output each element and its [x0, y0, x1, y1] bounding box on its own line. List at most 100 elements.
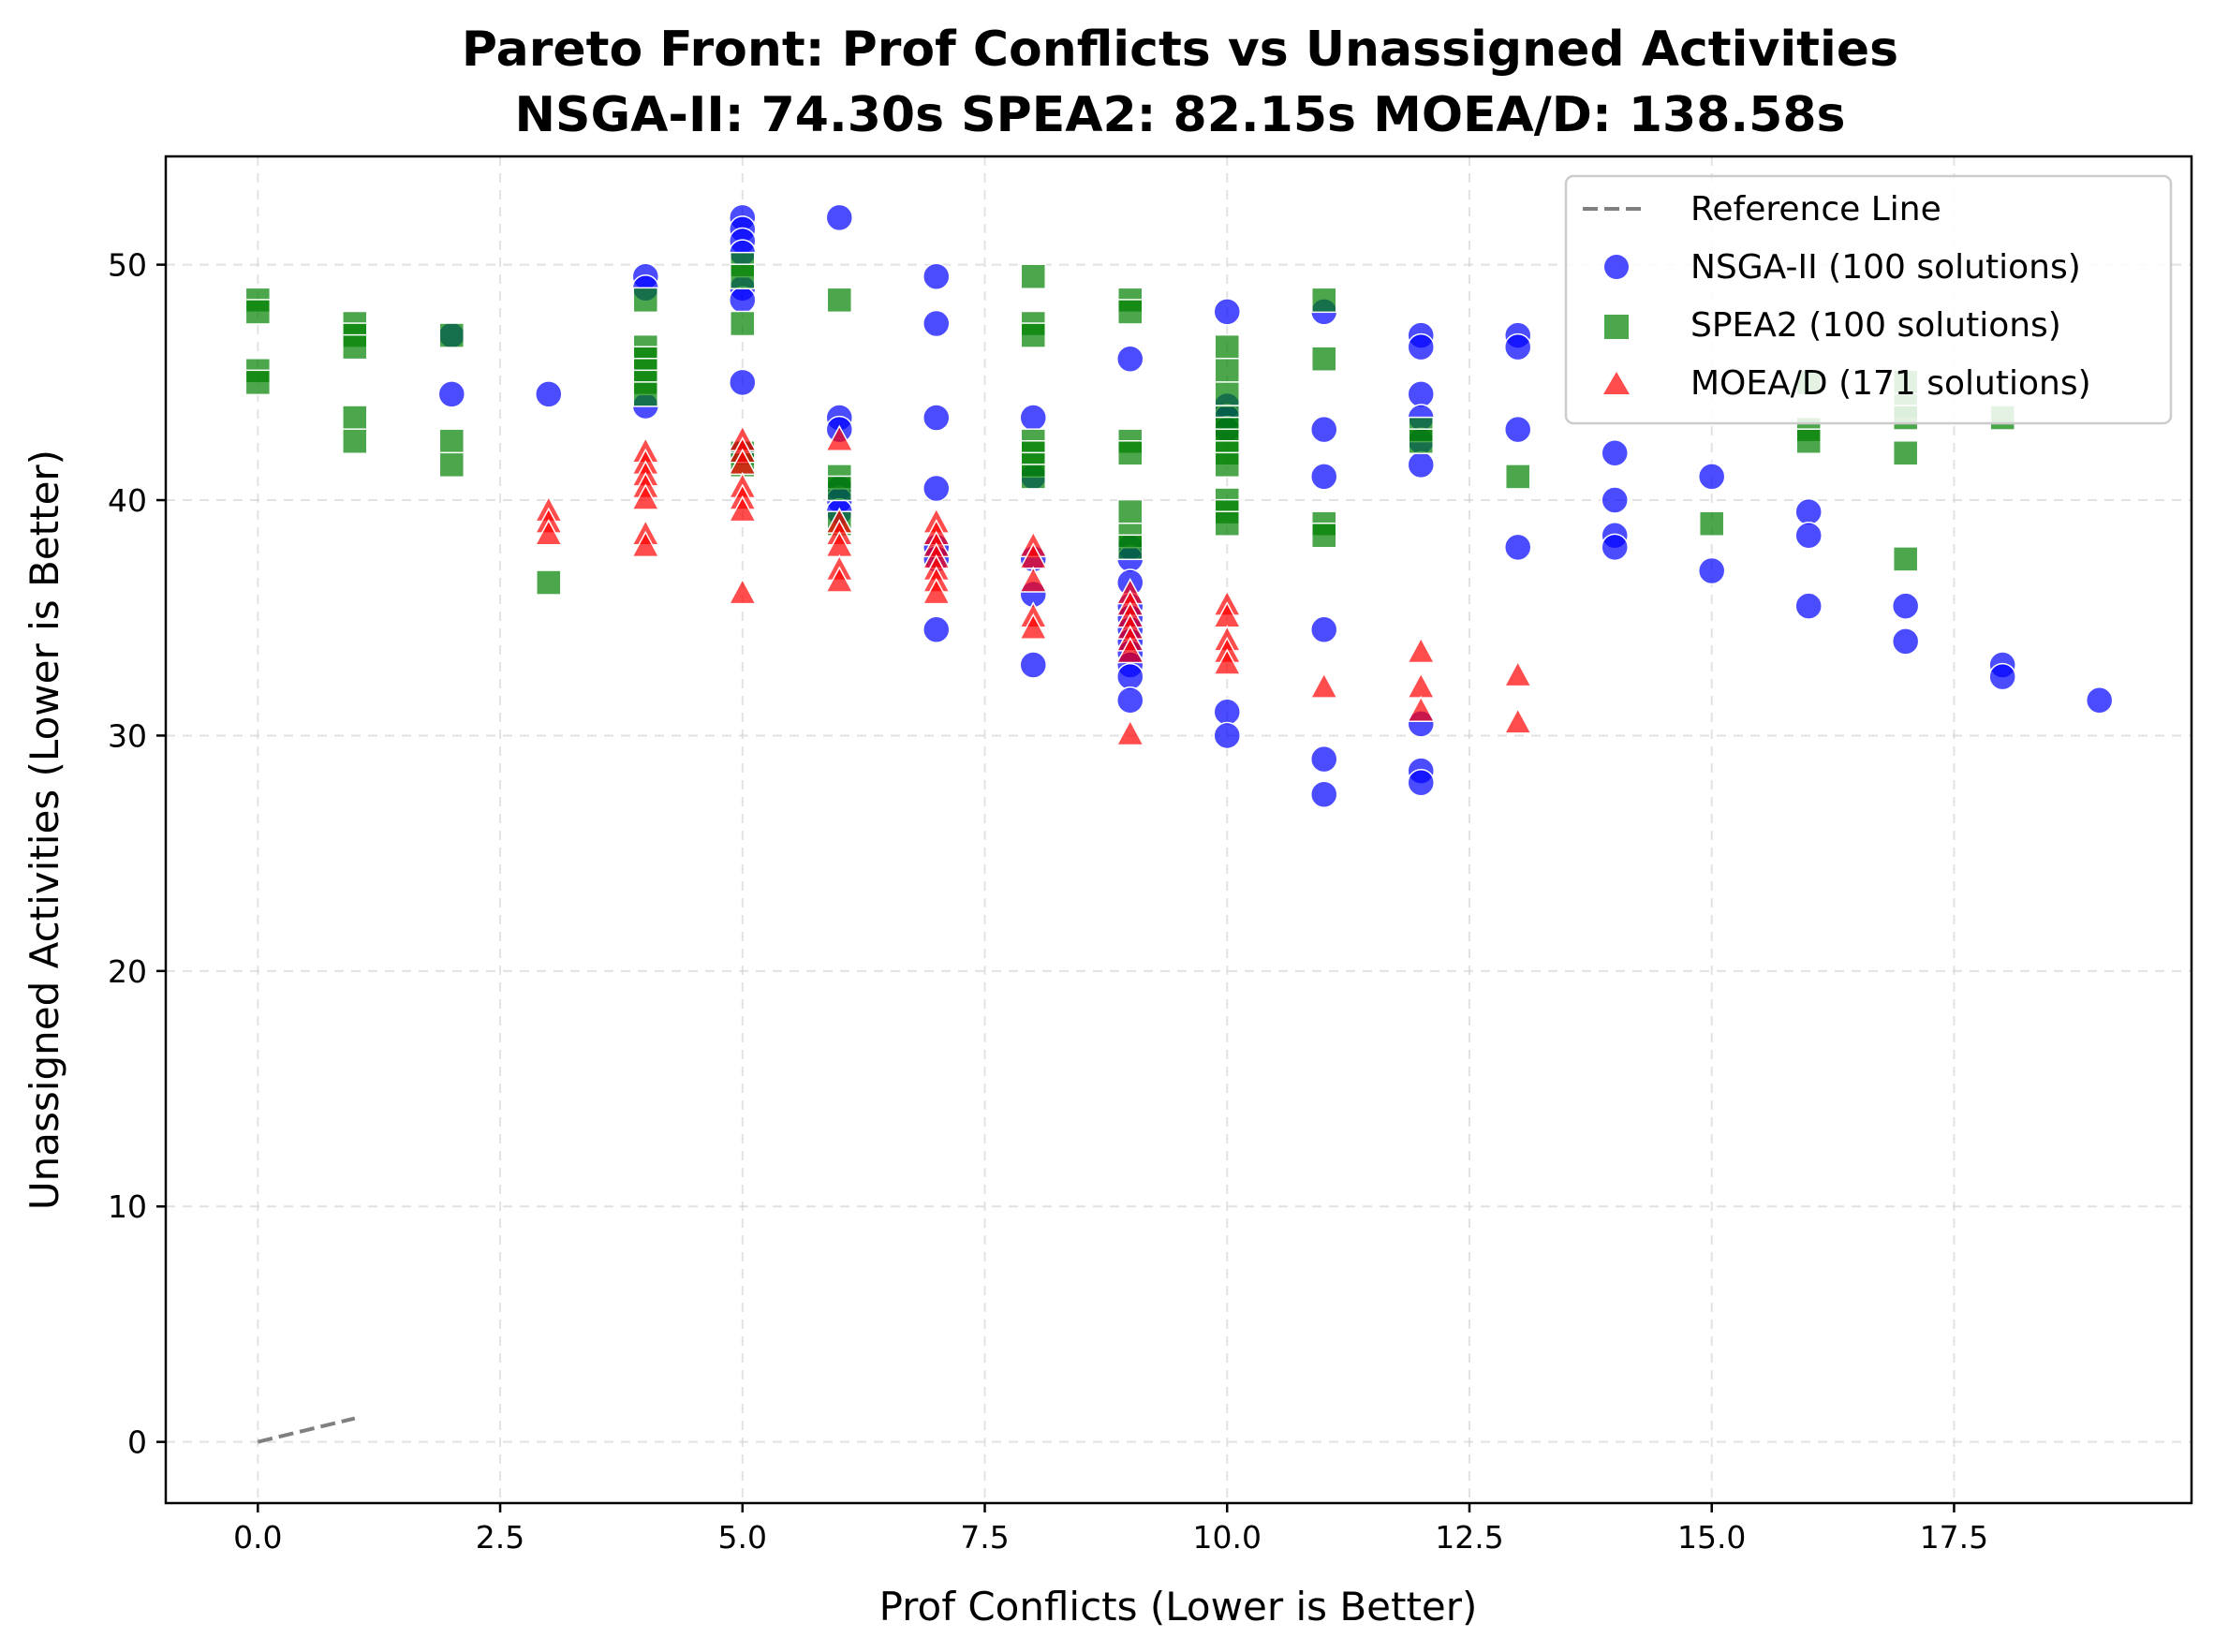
moea-d-point: [922, 578, 952, 605]
spea2-point: [536, 569, 562, 596]
x-tick-label: 17.5: [1920, 1519, 1988, 1556]
legend-reference-line-label: Reference Line: [1690, 190, 1941, 229]
moea-d-point: [1115, 636, 1145, 664]
y-tick-label: 10: [108, 1188, 147, 1225]
spea2-point: [1214, 358, 1240, 384]
spea2-point: [1214, 451, 1240, 479]
spea2-point: [1408, 428, 1434, 454]
nsga-ii-point: [1407, 332, 1435, 361]
y-tick-label: 40: [108, 482, 147, 519]
nsga-ii-point: [1503, 332, 1532, 361]
legend-nsga-ii-marker: [1604, 255, 1629, 279]
spea2-point: [730, 263, 756, 289]
y-tick-label: 50: [108, 247, 147, 284]
nsga-ii-point: [535, 380, 563, 408]
nsga-ii-point: [1213, 698, 1241, 727]
spea2-point: [1020, 263, 1047, 289]
y-tick-label: 20: [108, 953, 147, 990]
legend-box: [1564, 174, 2173, 425]
spea2-point: [1310, 346, 1337, 372]
y-tick-label: 0: [127, 1424, 147, 1461]
moea-d-point: [1503, 660, 1532, 687]
legend-spea2-marker: [1604, 315, 1629, 339]
x-tick-label: 2.5: [476, 1519, 524, 1556]
spea2-point: [1310, 287, 1337, 314]
spea2-point: [1892, 440, 1919, 466]
nsga-ii-point: [922, 474, 951, 503]
x-tick-label: 10.0: [1193, 1519, 1262, 1556]
spea2-point: [1117, 498, 1144, 525]
moea-d-point: [1406, 695, 1436, 723]
spea2-point: [244, 369, 272, 396]
moea-d-point: [631, 483, 660, 510]
moea-d-point: [825, 424, 854, 451]
nsga-ii-point: [1019, 651, 1048, 679]
spea2-point: [1698, 510, 1725, 537]
x-tick-label: 15.0: [1677, 1519, 1746, 1556]
x-tick-label: 5.0: [718, 1519, 767, 1556]
spea2-point: [1310, 523, 1337, 549]
spea2-point: [342, 428, 368, 454]
legend: Reference Line NSGA-II (100 solutions) S…: [1564, 174, 2173, 425]
spea2-point: [826, 287, 853, 314]
reference-line-layer: [257, 1416, 356, 1444]
moea-d-point: [728, 578, 758, 605]
x-tick-label: 7.5: [960, 1519, 1009, 1556]
y-axis-ticks: 0 10 20 30 40 50: [108, 247, 166, 1461]
nsga-ii-point: [1407, 380, 1435, 408]
nsga-ii-point: [1503, 415, 1532, 444]
spea2-point: [1020, 322, 1047, 348]
x-tick-label: 12.5: [1435, 1519, 1503, 1556]
moea-d-point: [1212, 648, 1242, 675]
nsga-ii-point: [1601, 486, 1629, 514]
nsga-ii-point: [1309, 745, 1338, 774]
nsga-ii-point: [1794, 522, 1823, 550]
data-points-layer: [244, 203, 2114, 809]
spea2-point: [1020, 464, 1047, 490]
nsga-ii-point: [1601, 439, 1629, 467]
moea-d-point: [728, 495, 758, 523]
spea2-point: [1214, 510, 1240, 537]
spea2-point: [1117, 299, 1144, 325]
nsga-ii-point: [1309, 415, 1338, 444]
nsga-ii-point: [1407, 450, 1435, 479]
nsga-ii-point: [437, 380, 466, 408]
spea2-point: [1117, 440, 1144, 466]
spea2-point: [826, 475, 853, 502]
nsga-ii-point: [1697, 463, 1726, 491]
legend-moea-d-label: MOEA/D (171 solutions): [1690, 364, 2091, 403]
nsga-ii-point: [1891, 592, 1920, 620]
y-axis-label: Unassigned Activities (Lower is Better): [22, 450, 67, 1210]
moea-d-point: [1309, 671, 1338, 699]
nsga-ii-point: [1019, 404, 1048, 432]
spea2-point: [438, 428, 465, 454]
chart-subtitle: NSGA-II: 74.30s SPEA2: 82.15s MOEA/D: 13…: [515, 87, 1846, 143]
x-axis-label: Prof Conflicts (Lower is Better): [879, 1584, 1478, 1630]
spea2-point: [632, 381, 659, 407]
nsga-ii-point: [1794, 497, 1823, 526]
legend-nsga-ii-label: NSGA-II (100 solutions): [1690, 248, 2081, 287]
moea-d-point: [1406, 636, 1436, 664]
nsga-ii-point: [1697, 556, 1726, 585]
nsga-ii-point: [1309, 615, 1338, 644]
moea-d-point: [1115, 718, 1145, 746]
nsga-ii-point: [825, 203, 854, 232]
nsga-ii-point: [729, 286, 757, 315]
nsga-ii-point: [1794, 592, 1823, 620]
nsga-ii-point: [1407, 768, 1435, 797]
moea-d-point: [1019, 612, 1048, 641]
nsga-ii-point: [729, 368, 757, 397]
nsga-ii-point: [922, 309, 951, 338]
spea2-point: [1504, 464, 1531, 490]
spea2-point: [1117, 534, 1144, 561]
spea2-point: [1214, 381, 1240, 407]
nsga-ii-point: [1601, 533, 1629, 562]
nsga-ii-point: [1213, 298, 1241, 326]
spea2-point: [632, 287, 659, 314]
moea-d-point: [1019, 566, 1048, 593]
moea-d-point: [534, 519, 564, 546]
legend-moea-d-marker: [1603, 372, 1630, 394]
x-tick-label: 0.0: [233, 1519, 282, 1556]
nsga-ii-point: [922, 404, 951, 432]
